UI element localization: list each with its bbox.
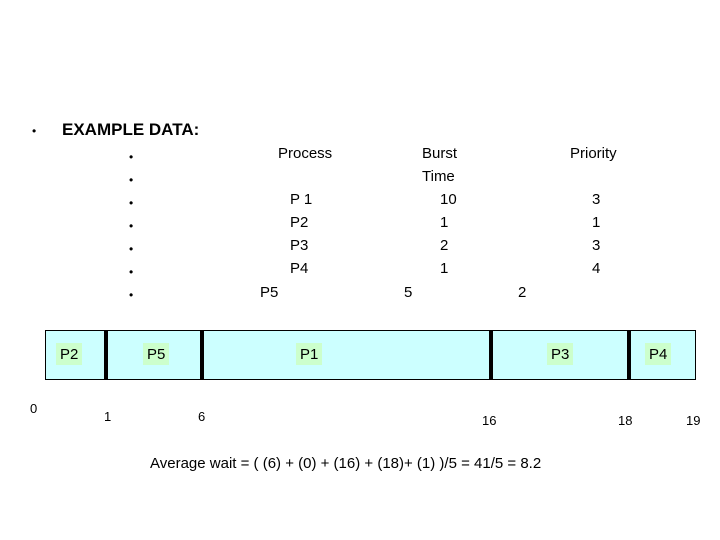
process-cell: P3	[290, 237, 309, 254]
row-bullet: •	[129, 288, 134, 302]
time-tick: 19	[686, 413, 701, 428]
row-bullet: •	[129, 173, 134, 187]
row-bullet: •	[129, 150, 134, 164]
gantt-divider	[200, 330, 204, 380]
priority-cell: 1	[592, 214, 601, 231]
gantt-label-p5: P5	[143, 343, 170, 365]
time-tick: 18	[618, 413, 633, 428]
burst-cell: 1	[440, 260, 449, 277]
gantt-label-p3: P3	[547, 343, 574, 365]
gantt-label-p1: P1	[296, 343, 323, 365]
priority-cell: 3	[592, 191, 601, 208]
priority-cell: 2	[518, 284, 527, 301]
burst-cell: 1	[440, 214, 449, 231]
header-time: Time	[422, 168, 455, 185]
heading-bullet: •	[32, 124, 37, 138]
process-cell: P2	[290, 214, 309, 231]
time-tick: 0	[30, 401, 38, 416]
row-bullet: •	[129, 219, 134, 233]
priority-cell: 3	[592, 237, 601, 254]
priority-cell: 4	[592, 260, 601, 277]
gantt-divider	[104, 330, 108, 380]
gantt-label-p4: P4	[645, 343, 672, 365]
process-cell: P5	[260, 284, 279, 301]
time-tick: 6	[198, 409, 206, 424]
gantt-divider	[627, 330, 631, 380]
gantt-divider	[489, 330, 493, 380]
example-data-heading: EXAMPLE DATA:	[62, 120, 200, 139]
burst-cell: 2	[440, 237, 449, 254]
header-priority: Priority	[570, 145, 617, 162]
row-bullet: •	[129, 242, 134, 256]
row-bullet: •	[129, 265, 134, 279]
header-burst: Burst	[422, 145, 458, 162]
process-cell: P4	[290, 260, 309, 277]
gantt-label-p2: P2	[56, 343, 83, 365]
row-bullet: •	[129, 196, 134, 210]
process-cell: P 1	[290, 191, 313, 208]
time-tick: 16	[482, 413, 497, 428]
header-process: Process	[278, 145, 333, 162]
burst-cell: 5	[404, 284, 413, 301]
burst-cell: 10	[440, 191, 457, 208]
average-wait-formula: Average wait = ( (6) + (0) + (16) + (18)…	[150, 455, 542, 472]
time-tick: 1	[104, 409, 112, 424]
